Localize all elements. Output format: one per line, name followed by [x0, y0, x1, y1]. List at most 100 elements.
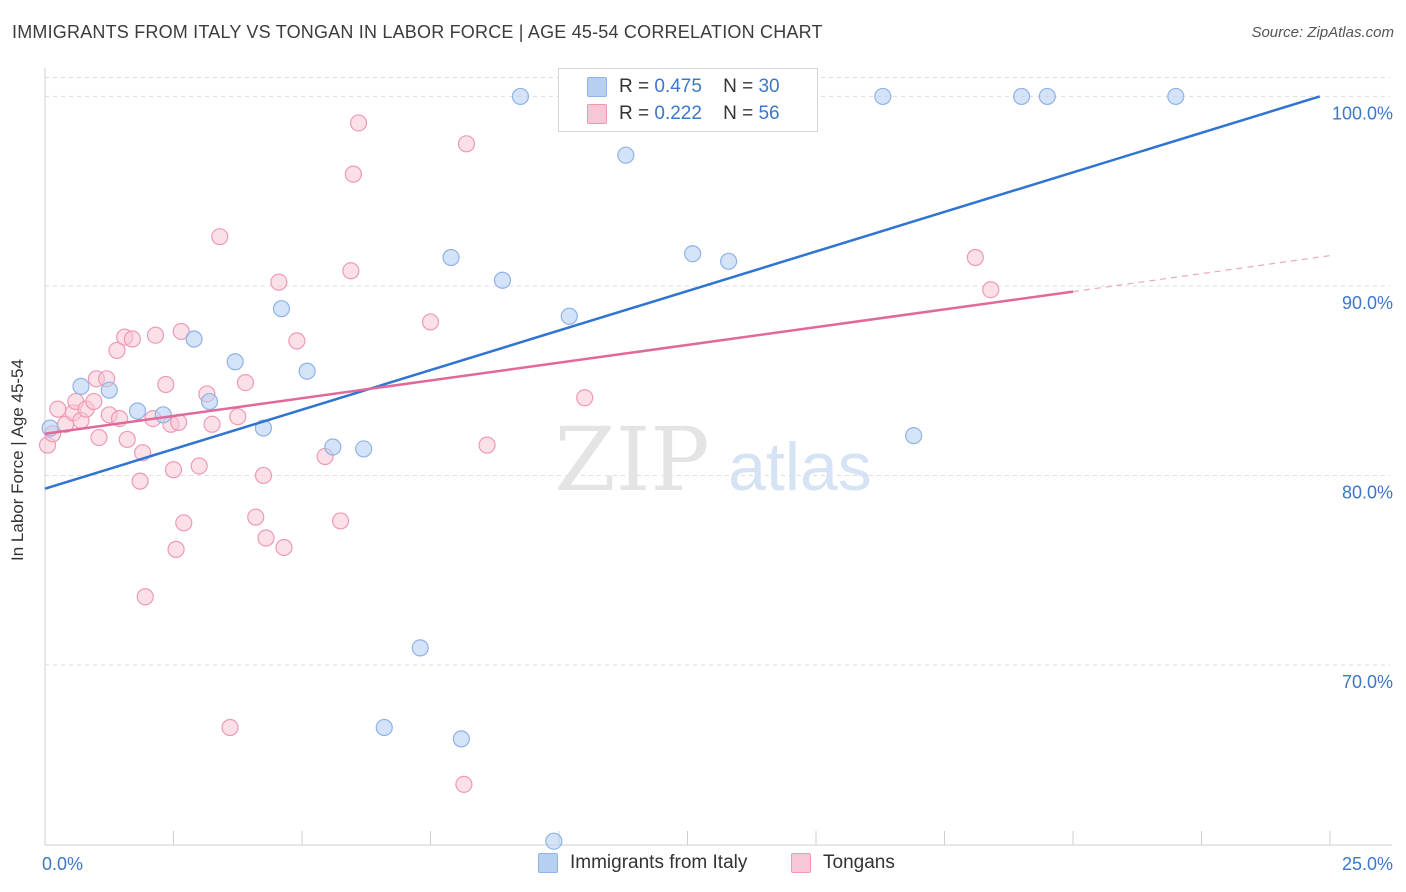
- tongan-point: [349, 114, 368, 132]
- bottom-legend-italy: Immigrants from Italy: [538, 852, 747, 874]
- trend-lines: [44, 95, 1331, 490]
- tongan-point: [478, 436, 496, 454]
- legend-r-label: R =: [619, 103, 650, 124]
- tongan-point: [90, 428, 108, 447]
- legend-r-value: 0.222: [654, 103, 702, 124]
- tongan-point: [421, 313, 440, 331]
- italy-point: [355, 440, 373, 458]
- italy-point: [1012, 87, 1031, 106]
- italy-point: [154, 406, 172, 424]
- italy-point: [617, 146, 635, 164]
- italy-point: [442, 248, 460, 267]
- italy-point: [324, 438, 342, 456]
- legend-n-label: N =: [723, 103, 754, 124]
- italy-point: [226, 353, 244, 371]
- bottom-legend-label-italy: Immigrants from Italy: [570, 852, 748, 873]
- tongan-point: [576, 389, 594, 407]
- legend-n-value: 30: [758, 76, 780, 97]
- tongan-point: [236, 373, 255, 392]
- italy-point: [298, 362, 316, 380]
- italy-point: [720, 252, 738, 270]
- tongan-point: [221, 718, 239, 737]
- tongan-point: [123, 330, 141, 348]
- legend-r-value: 0.475: [654, 76, 702, 97]
- y-axis-label: In Labor Force | Age 45-54: [8, 359, 27, 561]
- italy-point: [185, 330, 203, 348]
- tongan-point: [270, 273, 288, 291]
- italy-point: [254, 419, 273, 437]
- tongan-point: [157, 375, 175, 394]
- tongan-point: [164, 461, 183, 479]
- y-tick-label: 70.0%: [1342, 672, 1393, 692]
- tongan-point: [455, 775, 473, 793]
- legend-r-label: R =: [619, 76, 650, 97]
- tongan-point: [146, 326, 165, 344]
- series-tongans: [38, 114, 1000, 793]
- y-tick-label: 80.0%: [1342, 482, 1393, 502]
- tongan-point: [344, 165, 362, 183]
- y-tick-label: 100.0%: [1332, 103, 1393, 123]
- tongan-point: [190, 457, 208, 475]
- axes: [44, 68, 1392, 846]
- italy-point: [560, 307, 578, 325]
- tongan-point: [136, 588, 154, 606]
- stats-legend: R = 0.475 N = 30 R = 0.222 N = 56: [558, 68, 818, 132]
- watermark-zip: ZIP: [554, 408, 709, 511]
- italy-point: [128, 402, 147, 420]
- tongan-point: [288, 332, 306, 350]
- legend-row-tongans: R = 0.222 N = 56: [587, 102, 780, 126]
- italy-point: [72, 377, 90, 395]
- tongan-point: [229, 408, 247, 426]
- tongan-point: [203, 415, 221, 433]
- source-label: Source: ZipAtlas.com: [1251, 24, 1394, 41]
- tongan-point: [172, 322, 190, 341]
- italy-point: [511, 87, 530, 106]
- italy-point: [905, 427, 923, 445]
- tongan-point: [254, 466, 273, 485]
- watermark: ZIP atlas: [554, 408, 871, 511]
- bottom-legend: Immigrants from Italy Tongans: [0, 852, 1406, 878]
- tongan-trend-extension: [1072, 255, 1331, 293]
- tongan-trend-line: [44, 290, 1074, 435]
- tongan-point: [211, 228, 229, 246]
- tongan-point: [275, 538, 293, 557]
- tongan-point: [131, 472, 149, 490]
- legend-swatch-italy: [587, 77, 607, 97]
- x-tick-label: 0.0%: [42, 854, 83, 874]
- tongan-point: [49, 400, 67, 418]
- tongan-point: [247, 508, 265, 526]
- italy-point: [684, 245, 702, 263]
- italy-trend-line: [44, 95, 1321, 490]
- italy-point: [545, 832, 563, 850]
- y-tick-label: 90.0%: [1342, 293, 1393, 313]
- italy-point: [411, 639, 429, 657]
- tongan-point: [167, 540, 185, 558]
- tongan-point: [966, 248, 984, 267]
- italy-point: [1167, 87, 1185, 106]
- tongan-point: [982, 281, 1000, 299]
- tick-labels: 70.0% 80.0% 90.0% 100.0% 0.0% 25.0%: [42, 103, 1393, 874]
- legend-swatch-tongans: [587, 104, 607, 124]
- x-tick-label: 25.0%: [1342, 854, 1393, 874]
- italy-point: [874, 87, 892, 106]
- bottom-legend-label-tongans: Tongans: [823, 852, 895, 873]
- bottom-legend-tongans: Tongans: [791, 852, 895, 874]
- legend-n-value: 56: [758, 103, 780, 124]
- tongan-point: [257, 529, 275, 547]
- tongan-point: [331, 512, 350, 530]
- italy-point: [200, 392, 219, 411]
- tongan-point: [118, 430, 136, 449]
- italy-point: [493, 271, 512, 289]
- chart-title: IMMIGRANTS FROM ITALY VS TONGAN IN LABOR…: [12, 22, 823, 42]
- legend-row-italy: R = 0.475 N = 30: [587, 75, 780, 99]
- tongan-point: [175, 514, 193, 532]
- italy-point: [272, 300, 291, 318]
- tongan-point: [108, 341, 126, 359]
- bottom-legend-swatch-tongans: [791, 853, 811, 873]
- tongan-point: [457, 135, 476, 153]
- tongan-point: [85, 392, 103, 411]
- bottom-legend-swatch-italy: [538, 853, 558, 873]
- grid-lines: [45, 76, 1390, 666]
- watermark-atlas: atlas: [728, 429, 872, 505]
